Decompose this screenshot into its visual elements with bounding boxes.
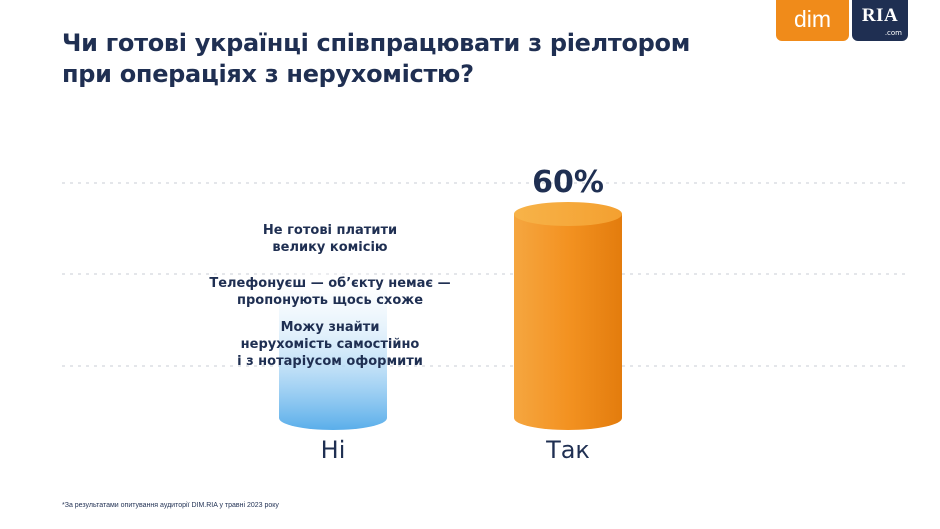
category-label-2: Так xyxy=(545,436,590,464)
reason-self-line-1: Можу знайти xyxy=(280,320,380,335)
reason-commission-line-2: велику комісію xyxy=(272,240,388,255)
category-label-1: Ні xyxy=(321,436,346,464)
reason-bait-line-1: Телефонуєш — об’єкту немає — xyxy=(209,276,451,291)
reason-commission-line-1: Не готові платити xyxy=(262,223,398,238)
title-line-1: Чи готові українці співпрацювати з ріелт… xyxy=(62,29,691,57)
chart-title: Чи готові українці співпрацювати з ріелт… xyxy=(62,28,782,90)
reason-bait-line-2: пропонують щось схоже xyxy=(236,293,424,308)
bar-2 xyxy=(514,202,622,430)
bar-body-2 xyxy=(514,214,622,430)
gridlines xyxy=(62,182,910,367)
bar-1 xyxy=(279,270,387,430)
dim-logo-text: dim xyxy=(793,6,832,32)
bar-top-2 xyxy=(514,202,622,226)
reason-commission: Не готові платити велику комісію xyxy=(190,222,470,256)
ria-logo[interactable]: RIA .com xyxy=(852,0,908,41)
reason-self-line-3: і з нотаріусом оформити xyxy=(237,354,423,369)
reason-self-line-2: нерухомість самостійно xyxy=(240,337,420,352)
bars xyxy=(279,202,622,430)
bar-top-1 xyxy=(279,270,387,294)
title-line-2: при операціях з нерухомістю? xyxy=(62,60,474,88)
reason-bait: Телефонуєш — об’єкту немає — пропонують … xyxy=(190,275,470,309)
bar-body-1 xyxy=(279,282,387,430)
reason-self: Можу знайти нерухомість самостійно і з н… xyxy=(190,319,470,370)
ria-logo-subtext: .com xyxy=(884,29,902,37)
dim-logo[interactable]: dim xyxy=(776,0,849,41)
data-label-2: 60% xyxy=(532,165,604,200)
ria-logo-text: RIA xyxy=(861,5,899,26)
labels: Ні Так 60% xyxy=(321,165,604,464)
footnote: *За результатами опитування аудиторії DI… xyxy=(62,502,279,509)
